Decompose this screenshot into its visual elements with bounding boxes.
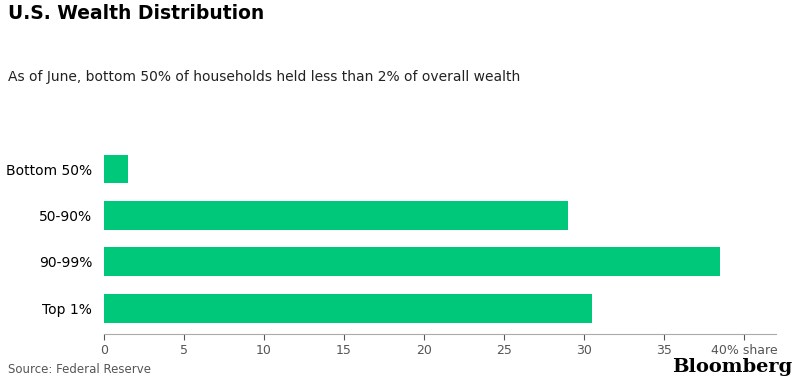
Text: As of June, bottom 50% of households held less than 2% of overall wealth: As of June, bottom 50% of households hel… [8, 70, 520, 84]
Bar [104, 248, 720, 276]
Text: Bloomberg: Bloomberg [672, 359, 792, 376]
Text: U.S. Wealth Distribution: U.S. Wealth Distribution [8, 4, 264, 23]
Text: Source: Federal Reserve: Source: Federal Reserve [8, 363, 151, 376]
Bar [104, 294, 592, 322]
Bar [104, 201, 568, 230]
Bar [104, 155, 128, 184]
